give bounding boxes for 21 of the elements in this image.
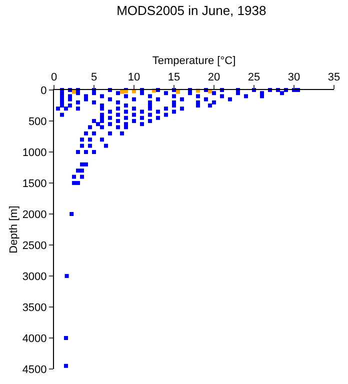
chart-title: MODS2005 in June, 1938 <box>116 2 266 18</box>
x-axis-title: Temperature [°C] <box>152 55 236 68</box>
y-tick-label: 3000 <box>22 270 47 283</box>
y-tick-label: 0 <box>40 84 47 97</box>
x-tick-label: 0 <box>50 72 58 84</box>
x-tick-label: 20 <box>208 72 220 84</box>
y-tick-label: 1000 <box>22 146 47 159</box>
y-tick-label: 4500 <box>22 364 47 376</box>
x-tick-label: 35 <box>328 72 340 84</box>
y-tick-label: 2500 <box>22 240 47 252</box>
y-tick-label: 1500 <box>22 178 47 190</box>
y-axis-title: Depth [m] <box>8 206 20 254</box>
y-tick-label: 500 <box>28 116 47 128</box>
x-tick-label: 15 <box>168 72 180 84</box>
y-tick-label: 3500 <box>22 302 47 314</box>
y-tick-label: 2000 <box>22 208 47 221</box>
x-tick-label: 30 <box>288 72 300 84</box>
x-tick-label: 10 <box>128 72 140 84</box>
y-tick-label: 4000 <box>22 332 47 345</box>
x-tick-label: 5 <box>90 72 98 84</box>
x-tick-label: 25 <box>248 72 260 84</box>
